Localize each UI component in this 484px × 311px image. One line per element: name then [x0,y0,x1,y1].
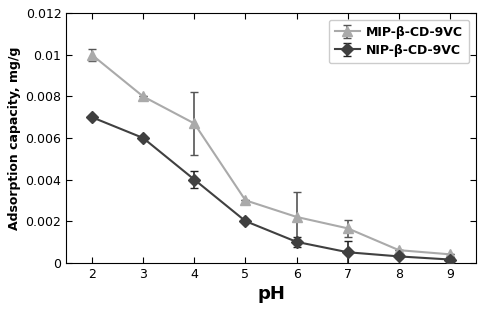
Y-axis label: Adsorption capacity, mg/g: Adsorption capacity, mg/g [8,46,21,230]
Legend: MIP-β-CD-9VC, NIP-β-CD-9VC: MIP-β-CD-9VC, NIP-β-CD-9VC [329,20,469,63]
X-axis label: pH: pH [257,285,285,303]
